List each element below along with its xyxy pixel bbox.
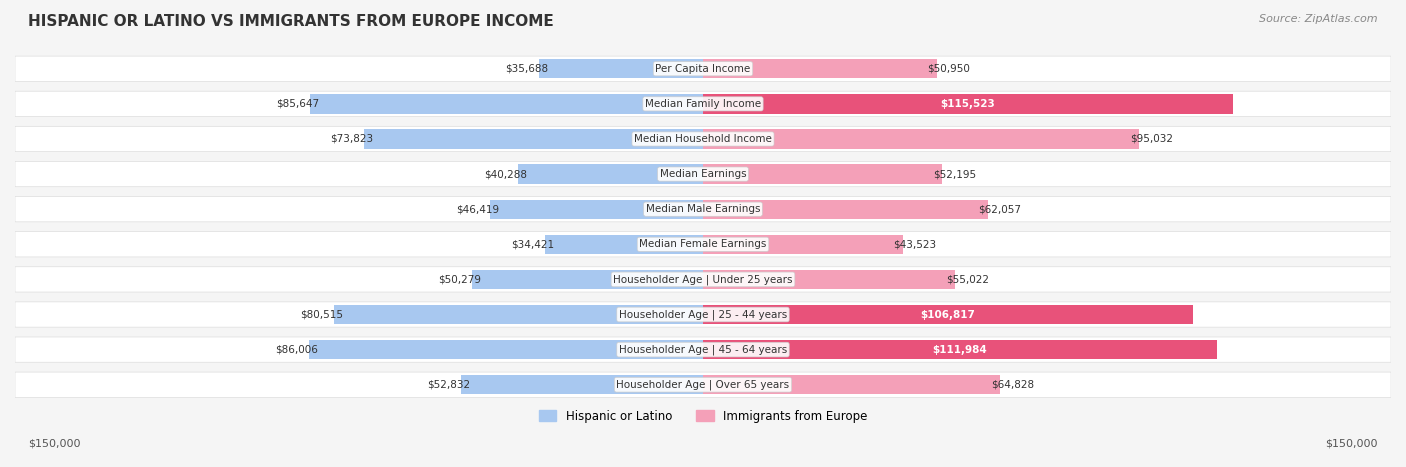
Text: $43,523: $43,523	[893, 239, 936, 249]
Text: $40,288: $40,288	[485, 169, 527, 179]
Text: $35,688: $35,688	[505, 64, 548, 74]
Text: $52,832: $52,832	[427, 380, 470, 390]
Text: Per Capita Income: Per Capita Income	[655, 64, 751, 74]
FancyBboxPatch shape	[15, 127, 1391, 152]
Bar	[703, 234, 903, 254]
Text: $85,647: $85,647	[276, 99, 319, 109]
Text: $115,523: $115,523	[941, 99, 995, 109]
FancyBboxPatch shape	[15, 56, 1391, 81]
Bar	[703, 164, 942, 184]
Text: $111,984: $111,984	[932, 345, 987, 354]
Text: $62,057: $62,057	[979, 204, 1022, 214]
Text: HISPANIC OR LATINO VS IMMIGRANTS FROM EUROPE INCOME: HISPANIC OR LATINO VS IMMIGRANTS FROM EU…	[28, 14, 554, 29]
Text: $55,022: $55,022	[946, 275, 990, 284]
FancyBboxPatch shape	[15, 91, 1391, 116]
Bar	[333, 305, 703, 324]
Text: $95,032: $95,032	[1129, 134, 1173, 144]
Bar	[364, 129, 703, 149]
Text: $86,006: $86,006	[274, 345, 318, 354]
Text: Median Male Earnings: Median Male Earnings	[645, 204, 761, 214]
Text: Median Female Earnings: Median Female Earnings	[640, 239, 766, 249]
Text: $150,000: $150,000	[1326, 439, 1378, 448]
Legend: Hispanic or Latino, Immigrants from Europe: Hispanic or Latino, Immigrants from Euro…	[533, 404, 873, 429]
Text: Source: ZipAtlas.com: Source: ZipAtlas.com	[1260, 14, 1378, 24]
Text: $64,828: $64,828	[991, 380, 1035, 390]
FancyBboxPatch shape	[15, 197, 1391, 222]
Bar	[703, 129, 1139, 149]
Text: Median Family Income: Median Family Income	[645, 99, 761, 109]
Bar	[519, 164, 703, 184]
Text: Householder Age | Under 25 years: Householder Age | Under 25 years	[613, 274, 793, 285]
Text: $150,000: $150,000	[28, 439, 80, 448]
Bar	[308, 340, 703, 359]
Text: $34,421: $34,421	[512, 239, 554, 249]
Text: $80,515: $80,515	[299, 310, 343, 319]
FancyBboxPatch shape	[15, 162, 1391, 187]
FancyBboxPatch shape	[15, 267, 1391, 292]
FancyBboxPatch shape	[15, 337, 1391, 362]
Bar	[703, 94, 1233, 113]
Bar	[703, 340, 1216, 359]
Text: Householder Age | 45 - 64 years: Householder Age | 45 - 64 years	[619, 344, 787, 355]
Text: $46,419: $46,419	[456, 204, 499, 214]
Bar	[540, 59, 703, 78]
Bar	[472, 270, 703, 289]
Bar	[703, 305, 1192, 324]
Text: Householder Age | 25 - 44 years: Householder Age | 25 - 44 years	[619, 309, 787, 320]
Text: Median Household Income: Median Household Income	[634, 134, 772, 144]
Text: $106,817: $106,817	[921, 310, 976, 319]
FancyBboxPatch shape	[15, 302, 1391, 327]
Bar	[546, 234, 703, 254]
Bar	[703, 199, 987, 219]
Bar	[461, 375, 703, 394]
Text: Householder Age | Over 65 years: Householder Age | Over 65 years	[616, 380, 790, 390]
Text: $50,279: $50,279	[439, 275, 482, 284]
Text: $52,195: $52,195	[934, 169, 976, 179]
Bar	[703, 59, 936, 78]
Text: Median Earnings: Median Earnings	[659, 169, 747, 179]
Bar	[703, 375, 1000, 394]
Bar	[703, 270, 955, 289]
Text: $50,950: $50,950	[928, 64, 970, 74]
Bar	[311, 94, 703, 113]
Bar	[491, 199, 703, 219]
FancyBboxPatch shape	[15, 232, 1391, 257]
FancyBboxPatch shape	[15, 372, 1391, 397]
Text: $73,823: $73,823	[330, 134, 374, 144]
